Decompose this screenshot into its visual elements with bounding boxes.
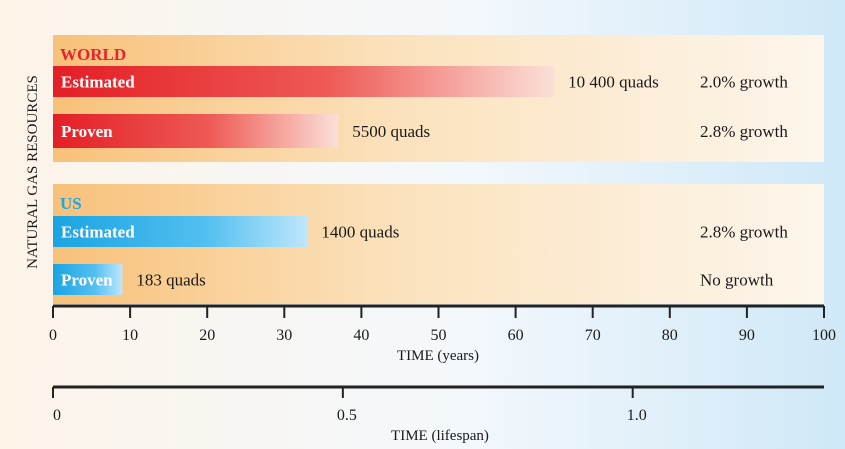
lifespan-axis: 0 0.5 1.0 TIME (lifespan) (52, 385, 824, 444)
world-estimated-label: Estimated (61, 73, 135, 92)
us-group-title: US (60, 194, 82, 213)
us-proven-bar (53, 264, 123, 295)
years-axis-title: TIME (years) (397, 348, 479, 364)
year-tick-label: 80 (662, 327, 678, 344)
year-tick-label: 30 (276, 327, 292, 344)
world-proven-growth: 2.8% growth (700, 122, 788, 141)
year-tick-label: 90 (739, 327, 755, 344)
year-tick-label: 0 (49, 327, 57, 344)
us-estimated-label: Estimated (61, 223, 135, 242)
us-estimated-growth: 2.8% growth (700, 223, 788, 242)
world-estimated-bar (53, 66, 555, 97)
lifespan-tick-label: 1.0 (627, 407, 647, 424)
y-axis-title: NATURAL GAS RESOURCES (25, 75, 41, 269)
lifespan-axis-title: TIME (lifespan) (391, 428, 489, 444)
year-tick-label: 10 (122, 327, 138, 344)
lifespan-tick-label: 0.5 (337, 407, 357, 424)
us-proven-label: Proven (61, 271, 113, 290)
world-proven-amount: 5500 quads (352, 122, 430, 141)
lifespan-tick-label: 0 (53, 407, 61, 424)
bars-layer: WORLD Estimated 10 400 quads 2.0% growth Pro… (53, 45, 788, 295)
world-estimated-growth: 2.0% growth (700, 73, 788, 92)
world-proven-bar (53, 114, 339, 148)
us-proven-amount: 183 quads (136, 271, 205, 290)
year-tick-label: 70 (585, 327, 601, 344)
world-group-title: WORLD (60, 45, 126, 64)
us-estimated-amount: 1400 quads (321, 223, 399, 242)
year-tick-label: 20 (199, 327, 215, 344)
world-estimated-amount: 10 400 quads (568, 73, 659, 92)
year-tick-label: 100 (812, 327, 836, 344)
years-axis: 0 10 20 30 40 50 60 70 80 90 100 TIME (years) (49, 304, 836, 364)
us-proven-growth: No growth (700, 271, 774, 290)
us-estimated-bar (53, 216, 308, 247)
world-proven-label: Proven (61, 122, 113, 141)
year-tick-label: 50 (431, 327, 447, 344)
year-tick-label: 40 (353, 327, 369, 344)
year-tick-label: 60 (508, 327, 524, 344)
